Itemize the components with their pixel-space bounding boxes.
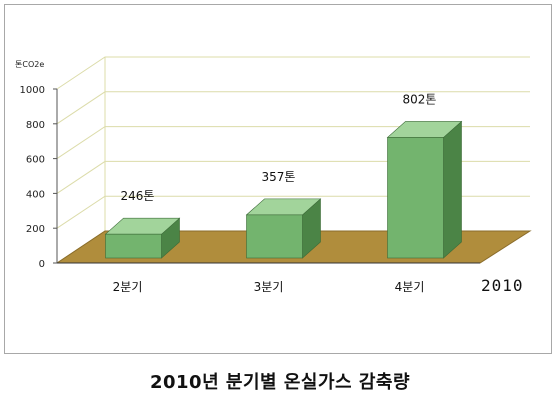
- gridline-1000: [56, 56, 530, 90]
- data-label-0: 246톤: [121, 189, 155, 203]
- x-tick-label-1: 3분기: [254, 280, 284, 294]
- bar-1: [246, 214, 303, 259]
- bar-side-2: [443, 120, 462, 259]
- y-tick-label-600: 600: [26, 155, 45, 166]
- bar-0: [105, 233, 162, 259]
- y-axis-title: 톤CO2e: [15, 60, 44, 69]
- y-tick-label-0: 0: [39, 259, 45, 270]
- y-tick-label-200: 200: [26, 224, 45, 235]
- gridline-800: [56, 91, 530, 125]
- bar-2: [387, 137, 444, 259]
- data-label-1: 357톤: [262, 170, 296, 184]
- data-label-2: 802톤: [403, 92, 437, 106]
- y-tick-label-800: 800: [26, 120, 45, 131]
- chart-frame: 0 200 400 600 800 1000 톤CO2e 246톤 2분기 357톤 3분기 802…: [4, 4, 552, 354]
- year-label: 2010: [481, 276, 524, 295]
- y-tick-label-400: 400: [26, 189, 45, 200]
- chart-caption: 2010년 분기별 온실가스 감축량: [149, 372, 411, 393]
- x-tick-label-2: 4분기: [395, 280, 425, 294]
- y-tick-label-1000: 1000: [20, 85, 45, 96]
- labels: 246톤 2분기 357톤 3분기 802톤 4분기 2010: [113, 92, 524, 295]
- x-tick-label-0: 2분기: [113, 280, 143, 294]
- y-axis: 0 200 400 600 800 1000 톤CO2e: [15, 60, 58, 270]
- bars: [104, 120, 463, 259]
- bar-chart: 0 200 400 600 800 1000 톤CO2e 246톤 2분기 357톤 3분기 802…: [15, 56, 532, 295]
